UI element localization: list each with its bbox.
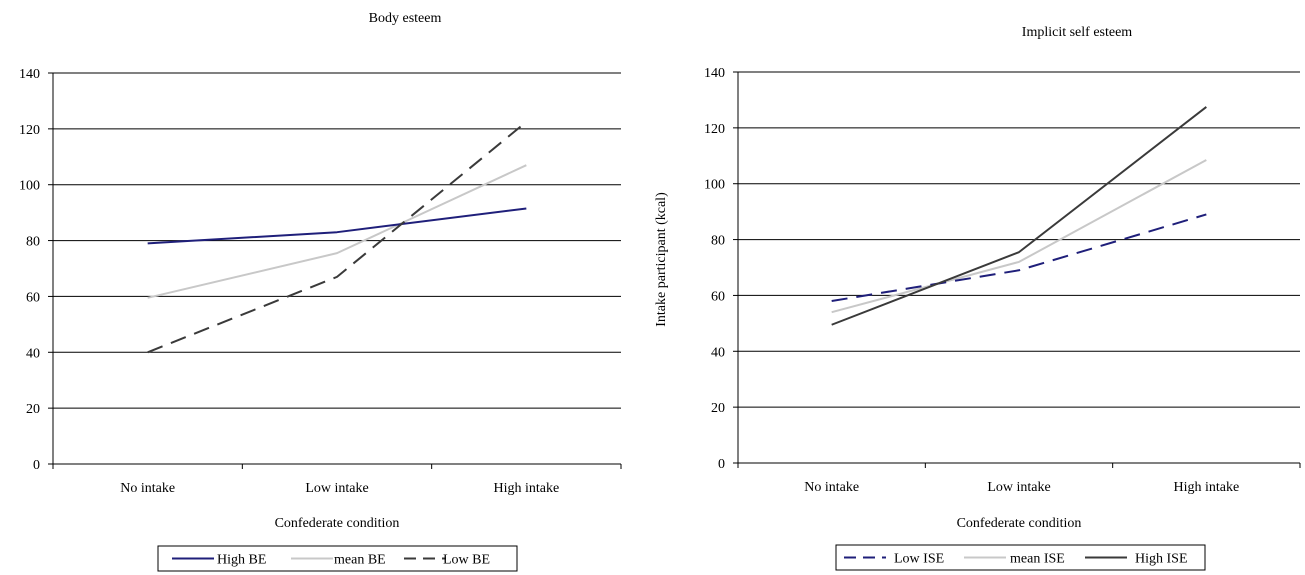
y-tick-label: 40	[711, 345, 725, 360]
y-tick-label: 100	[704, 178, 725, 193]
legend-label: High BE	[217, 553, 266, 568]
x-tick-label: Low intake	[987, 480, 1050, 495]
y-tick-label: 0	[718, 457, 725, 472]
legend-label: Low BE	[443, 553, 490, 568]
legend-box	[835, 544, 1206, 571]
y-tick-label: 60	[26, 290, 40, 305]
legend-box	[157, 545, 518, 572]
y-axis-title: Intake participant (kcal)	[654, 192, 669, 327]
x-axis-title: Confederate condition	[957, 516, 1082, 531]
legend-label: mean ISE	[1010, 552, 1065, 567]
y-tick-label: 40	[26, 346, 40, 361]
y-tick-label: 140	[704, 66, 725, 81]
series-line-low-ise	[831, 213, 1207, 303]
x-tick-label: High intake	[493, 481, 559, 496]
x-tick-label: No intake	[804, 480, 859, 495]
y-tick-label: 20	[711, 401, 725, 416]
legend: Low ISE mean ISE High ISE	[835, 544, 1206, 571]
x-axis-title: Confederate condition	[275, 516, 400, 531]
y-tick-label: 140	[19, 67, 40, 82]
series-line-high-be	[147, 207, 527, 245]
y-tick-label: 80	[26, 235, 40, 250]
series-line-low-be	[147, 121, 527, 354]
x-tick-label: Low intake	[305, 481, 368, 496]
chart-1: Body esteem 0 20 40 60 80 100 120 140 No intake Lo…	[19, 11, 622, 572]
x-tick-label: High intake	[1173, 480, 1239, 495]
chart-title: Implicit self esteem	[1022, 25, 1133, 40]
legend: High BE mean BE Low BE	[157, 545, 518, 572]
legend-label: High ISE	[1135, 552, 1188, 567]
legend-label: mean BE	[334, 553, 386, 568]
chart-2: Implicit self esteem 0 20 40 60 80 100 120 140 No…	[654, 25, 1301, 571]
y-tick-label: 20	[26, 402, 40, 417]
legend-label: Low ISE	[894, 552, 944, 567]
y-tick-label: 100	[19, 179, 40, 194]
chart-title: Body esteem	[369, 11, 442, 26]
y-tick-label: 80	[711, 234, 725, 249]
y-tick-label: 120	[704, 122, 725, 137]
y-tick-label: 60	[711, 289, 725, 304]
x-tick-label: No intake	[120, 481, 175, 496]
series-line-high-ise	[831, 106, 1207, 326]
y-tick-label: 120	[19, 123, 40, 138]
series-line-mean-ise	[831, 159, 1207, 314]
y-tick-label: 0	[33, 458, 40, 473]
series-line-mean-be	[147, 164, 527, 299]
